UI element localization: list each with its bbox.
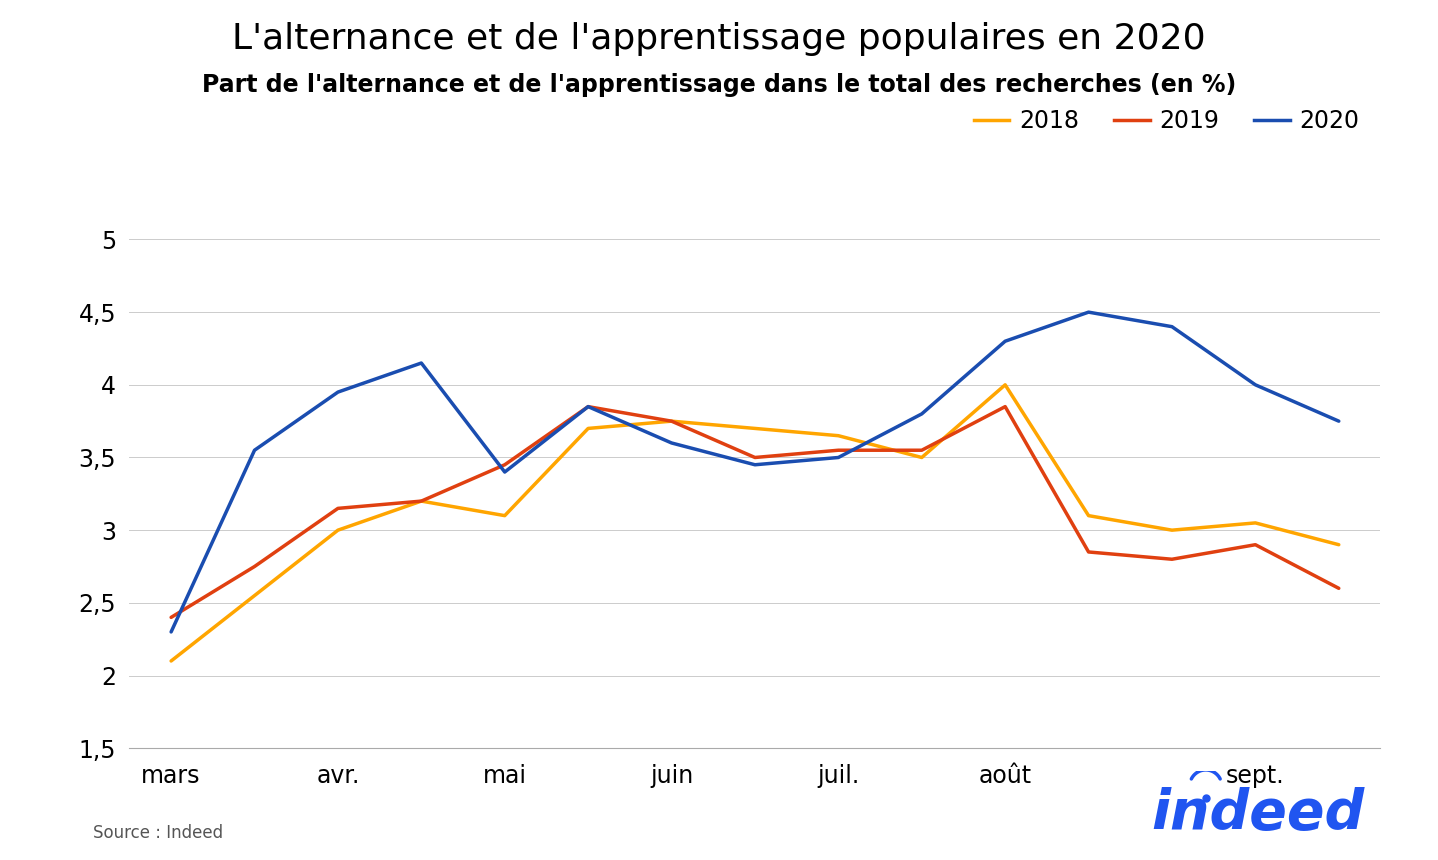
Text: Part de l'alternance et de l'apprentissage dans le total des recherches (en %): Part de l'alternance et de l'apprentissa… — [201, 73, 1237, 97]
Legend: 2018, 2019, 2020: 2018, 2019, 2020 — [965, 100, 1369, 143]
Text: Source : Indeed: Source : Indeed — [93, 825, 223, 843]
Text: L'alternance et de l'apprentissage populaires en 2020: L'alternance et de l'apprentissage popul… — [232, 22, 1206, 56]
Text: indeed: indeed — [1152, 787, 1365, 841]
